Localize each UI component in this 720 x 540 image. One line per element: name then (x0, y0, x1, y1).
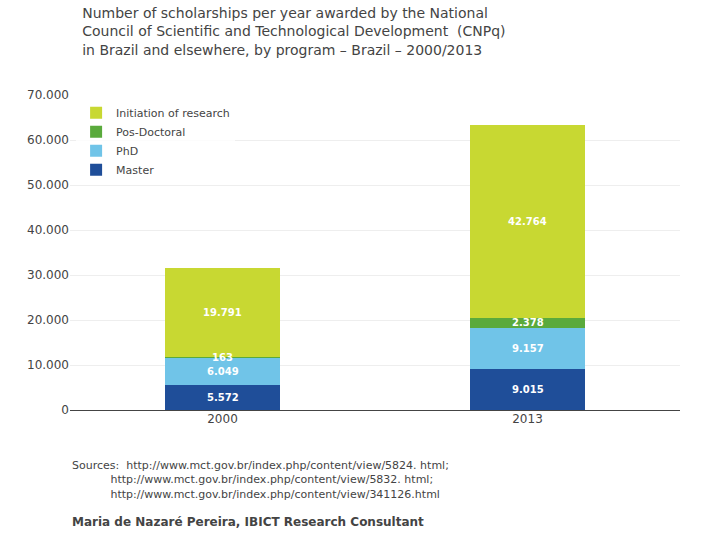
svg-text:5.572: 5.572 (207, 392, 239, 403)
svg-text:Number of scholarships per yea: Number of scholarships per year awarded … (82, 5, 505, 57)
svg-text:Maria de Nazaré Pereira, IBICT: Maria de Nazaré Pereira, IBICT Research … (72, 515, 424, 529)
svg-text:40.000: 40.000 (27, 223, 69, 237)
svg-text:2000: 2000 (207, 412, 238, 426)
svg-text:Pos-Doctoral: Pos-Doctoral (116, 126, 185, 139)
svg-text:10.000: 10.000 (27, 358, 69, 372)
svg-text:19.791: 19.791 (203, 307, 242, 318)
svg-text:70.000: 70.000 (27, 88, 69, 102)
svg-text:163: 163 (212, 352, 233, 363)
svg-text:Master: Master (116, 164, 154, 177)
svg-text:30.000: 30.000 (27, 268, 69, 282)
svg-text:2.378: 2.378 (512, 317, 544, 328)
svg-text:6.049: 6.049 (207, 366, 239, 377)
svg-text:9.157: 9.157 (512, 343, 544, 354)
svg-text:42.764: 42.764 (508, 216, 547, 227)
svg-text:60.000: 60.000 (27, 133, 69, 147)
svg-text:PhD: PhD (116, 145, 138, 158)
svg-text:Initiation of research: Initiation of research (116, 107, 230, 120)
svg-text:Sources: http://www.mct.gov.b: Sources: http://www.mct.gov.br/index.php… (72, 459, 449, 501)
svg-text:50.000: 50.000 (27, 178, 69, 192)
svg-text:2013: 2013 (512, 412, 543, 426)
svg-text:0: 0 (61, 403, 69, 417)
svg-text:20.000: 20.000 (27, 313, 69, 327)
svg-text:9.015: 9.015 (512, 384, 544, 395)
